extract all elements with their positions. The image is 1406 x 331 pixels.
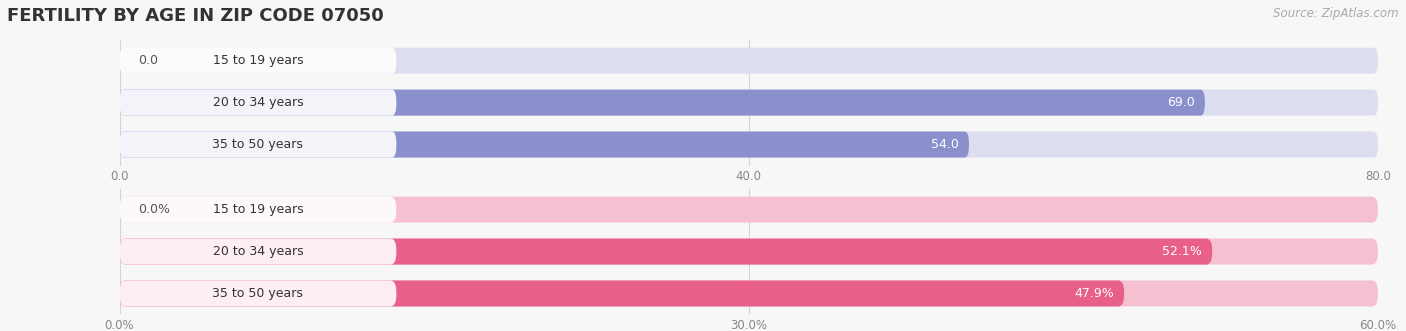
FancyBboxPatch shape (120, 131, 1378, 158)
Text: 52.1%: 52.1% (1163, 245, 1202, 258)
Text: 15 to 19 years: 15 to 19 years (212, 54, 304, 67)
FancyBboxPatch shape (120, 48, 396, 74)
FancyBboxPatch shape (120, 239, 1378, 264)
Text: Source: ZipAtlas.com: Source: ZipAtlas.com (1274, 7, 1399, 20)
FancyBboxPatch shape (120, 239, 1212, 264)
Text: 20 to 34 years: 20 to 34 years (212, 96, 304, 109)
FancyBboxPatch shape (120, 197, 396, 223)
Text: 0.0%: 0.0% (138, 203, 170, 216)
FancyBboxPatch shape (120, 280, 1378, 307)
Text: 69.0: 69.0 (1167, 96, 1195, 109)
FancyBboxPatch shape (120, 280, 396, 307)
FancyBboxPatch shape (120, 131, 396, 158)
FancyBboxPatch shape (120, 280, 1125, 307)
Text: 35 to 50 years: 35 to 50 years (212, 287, 304, 300)
Text: 47.9%: 47.9% (1074, 287, 1114, 300)
Text: 35 to 50 years: 35 to 50 years (212, 138, 304, 151)
FancyBboxPatch shape (120, 48, 1378, 74)
FancyBboxPatch shape (120, 90, 1205, 116)
FancyBboxPatch shape (120, 197, 1378, 223)
Text: 20 to 34 years: 20 to 34 years (212, 245, 304, 258)
FancyBboxPatch shape (120, 131, 969, 158)
Text: FERTILITY BY AGE IN ZIP CODE 07050: FERTILITY BY AGE IN ZIP CODE 07050 (7, 7, 384, 24)
FancyBboxPatch shape (120, 239, 396, 264)
FancyBboxPatch shape (120, 90, 396, 116)
Text: 15 to 19 years: 15 to 19 years (212, 203, 304, 216)
Text: 54.0: 54.0 (931, 138, 959, 151)
Text: 0.0: 0.0 (138, 54, 159, 67)
FancyBboxPatch shape (120, 90, 1378, 116)
